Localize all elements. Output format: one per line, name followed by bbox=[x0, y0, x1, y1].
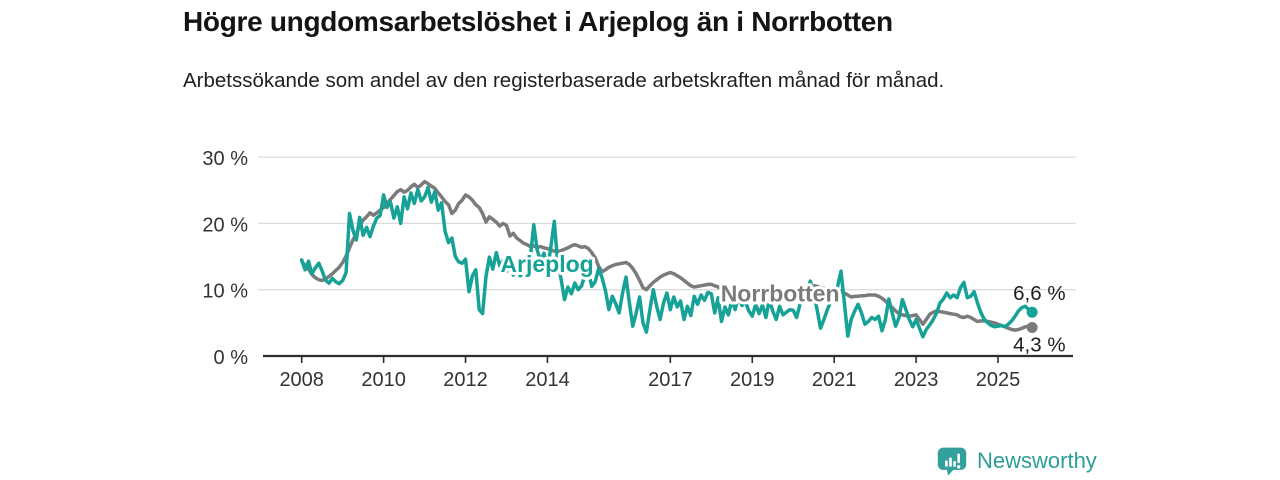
x-axis-label-2017: 2017 bbox=[648, 369, 693, 391]
y-axis-label-20: 20 % bbox=[202, 214, 248, 236]
arjeplog-series-label: Arjeplog bbox=[500, 251, 593, 277]
x-axis-label-2021: 2021 bbox=[812, 369, 857, 391]
arjeplog-end-dot bbox=[1026, 306, 1038, 318]
y-axis-label-10: 10 % bbox=[202, 281, 248, 303]
newsworthy-logo: Newsworthy bbox=[936, 444, 1097, 478]
norrbotten-end-dot bbox=[1026, 321, 1038, 333]
x-axis-label-2010: 2010 bbox=[361, 369, 406, 391]
norrbotten-series-label: Norrbotten bbox=[721, 281, 840, 307]
norrbotten-line bbox=[299, 179, 1034, 332]
x-axis-label-2019: 2019 bbox=[730, 369, 775, 391]
norrbotten-end-value-label: 4,3 % bbox=[1013, 333, 1065, 356]
newsworthy-wordmark: Newsworthy bbox=[977, 448, 1097, 473]
x-axis-label-2014: 2014 bbox=[525, 369, 570, 391]
arjeplog-line bbox=[299, 185, 1034, 339]
bar-chart-speech-bubble-icon bbox=[937, 447, 967, 476]
x-axis-label-2012: 2012 bbox=[443, 369, 488, 391]
chart-title: Högre ungdomsarbetslöshet i Arjeplog än … bbox=[183, 6, 893, 37]
chart-subtitle: Arbetssökande som andel av den registerb… bbox=[183, 69, 945, 92]
x-axis-label-2023: 2023 bbox=[894, 369, 939, 391]
x-axis-label-2025: 2025 bbox=[976, 369, 1021, 391]
x-axis-label-2008: 2008 bbox=[279, 369, 324, 391]
y-axis-label-0: 0 % bbox=[214, 347, 249, 369]
arjeplog-end-value-label: 6,6 % bbox=[1013, 282, 1065, 305]
y-axis-label-30: 30 % bbox=[202, 148, 248, 170]
